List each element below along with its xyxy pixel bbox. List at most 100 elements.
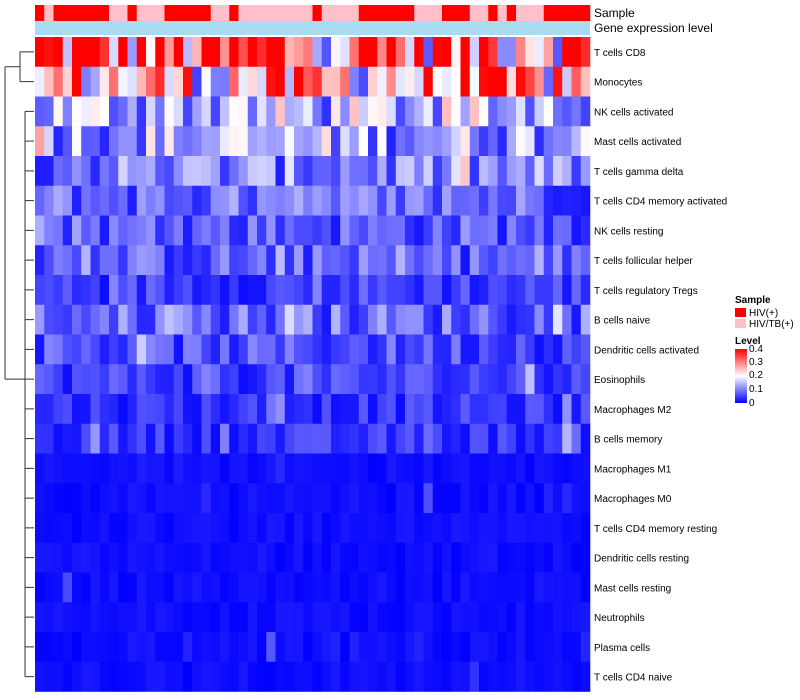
heatmap-cell [525,572,535,603]
heatmap-cell [534,542,545,573]
heatmap-cell [257,156,267,187]
heatmap-cell [414,394,424,425]
heatmap-cell [562,126,572,157]
heatmap-cell [109,394,119,425]
heatmap-cell [44,185,54,216]
heatmap-cell [488,602,498,633]
heatmap-cell [257,364,267,395]
heatmap-cell [451,513,461,544]
sample-annotation-cell [516,5,526,21]
heatmap-cell [479,126,489,157]
heatmap-cell [109,215,119,246]
heatmap-cell [358,364,369,395]
heatmap-cell [543,304,554,335]
heatmap-cell [229,364,239,395]
heatmap-cell [229,245,239,276]
heatmap-cell [469,394,480,425]
heatmap-cell [257,245,267,276]
heatmap-cell [340,304,350,335]
heatmap-cell [201,394,212,425]
heatmap-cell [294,126,304,157]
heatmap-cell [516,66,526,97]
heatmap-cell [44,423,54,454]
heatmap-cell [349,275,360,306]
heatmap-cell [72,364,82,395]
heatmap-cell [497,334,508,365]
sample-annotation-cell [257,5,267,21]
heatmap-cell [109,37,119,68]
heatmap-cell [127,96,138,127]
heatmap-cell [469,275,480,306]
heatmap-cell [321,126,332,157]
heatmap-cell [506,275,517,306]
heatmap-cell [488,572,498,603]
heatmap-cell [247,96,258,127]
heatmap-cell [294,632,304,663]
heatmap-cell [321,572,332,603]
heatmap-cell [469,572,480,603]
heatmap-cell [238,483,249,514]
heatmap-cell [173,275,184,306]
heatmap-cell [210,572,221,603]
heatmap-cell [229,423,239,454]
heatmap-cell [506,572,517,603]
heatmap-cell [266,156,276,187]
heatmap-cell [432,215,443,246]
heatmap-cell [183,66,193,97]
heatmap-cell [164,542,175,573]
heatmap-cell [136,602,147,633]
heatmap-cell [109,156,119,187]
heatmap-cell [201,334,212,365]
heatmap-cell [35,661,45,692]
sample-annotation-track [35,5,591,21]
heatmap-cell [210,275,221,306]
heatmap-cell [238,513,249,544]
heatmap-cell [479,572,489,603]
heatmap-cell [340,185,350,216]
heatmap-cell [164,513,175,544]
heatmap-cell [183,37,193,68]
heatmap-cell [183,423,193,454]
heatmap-cell [127,156,138,187]
heatmap-cell [118,215,128,246]
heatmap-cell [275,394,286,425]
heatmap-cell [155,215,165,246]
sample-annotation-cell [312,5,323,21]
heatmap-cell [368,602,378,633]
heatmap-cell [257,66,267,97]
heatmap-cell [562,661,572,692]
heatmap-cell [497,66,508,97]
heatmap-cell [497,37,508,68]
row-label: NK cells activated [594,107,673,118]
heatmap-cell [247,185,258,216]
heatmap-cell [312,394,323,425]
heatmap-cell [35,334,45,365]
heatmap-cell [516,37,526,68]
heatmap-cell [349,126,360,157]
heatmap-cell [201,156,212,187]
heatmap-cell [460,542,471,573]
heatmap-cell [488,37,498,68]
heatmap-cell [368,66,378,97]
heatmap-cell [155,394,165,425]
heatmap-cell [516,304,526,335]
heatmap-cell [136,542,147,573]
heatmap-cell [238,542,249,573]
heatmap-cell [183,334,193,365]
heatmap-cell [238,364,249,395]
heatmap-cell [377,602,387,633]
heatmap-cell [562,245,572,276]
heatmap-cell [488,126,498,157]
heatmap-cell [127,423,138,454]
heatmap-cell [109,572,119,603]
heatmap-cell [488,275,498,306]
heatmap-cell [53,542,64,573]
heatmap-cell [238,602,249,633]
heatmap-cell [358,394,369,425]
heatmap-cell [405,245,415,276]
heatmap-cell [488,245,498,276]
heatmap-cell [164,304,175,335]
heatmap-cell [349,602,360,633]
heatmap-cell [562,215,572,246]
heatmap-cell [210,453,221,484]
